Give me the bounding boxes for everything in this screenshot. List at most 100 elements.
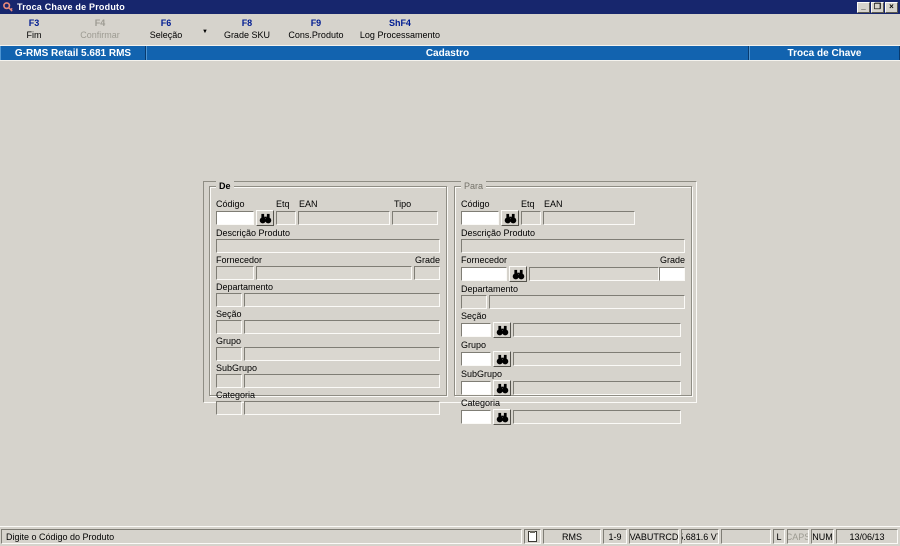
status-caps: CAPS [787, 529, 809, 544]
status-flag-l: L [773, 529, 785, 544]
para-etq-label: Etq [521, 199, 535, 209]
binoculars-icon [496, 325, 508, 335]
de-codigo-input[interactable] [216, 211, 254, 225]
toolbar-button-selecao[interactable]: F6 Seleção [136, 17, 196, 42]
de-grupo-label: Grupo [216, 336, 242, 346]
groupbox-de-title: De [216, 181, 234, 191]
de-descricao-field [216, 239, 440, 253]
para-grade-input[interactable] [659, 267, 685, 281]
binoculars-icon [259, 213, 271, 223]
client-area: De Código Etq EAN Tipo Descrição Pr [0, 60, 900, 526]
para-grupo-search-button[interactable] [493, 351, 511, 367]
de-codigo-label: Código [216, 199, 245, 209]
de-ean-field [298, 211, 390, 225]
para-departamento-name-field [489, 295, 685, 309]
status-bar: Digite o Código do Produto RMS 1-9 VABUT… [0, 526, 900, 546]
para-departamento-code-field [461, 295, 487, 309]
para-categoria-label: Categoria [461, 398, 501, 408]
status-system: RMS [543, 529, 601, 544]
de-fornecedor-label: Fornecedor [216, 255, 263, 265]
minimize-button[interactable]: _ [857, 1, 870, 13]
para-grupo-name-field [513, 352, 681, 366]
para-codigo-search-button[interactable] [501, 210, 519, 226]
de-grade-field [414, 266, 440, 280]
para-grade-label: Grade [659, 255, 685, 265]
binoculars-icon [496, 412, 508, 422]
toolbar-button-grade-sku[interactable]: F8 Grade SKU [214, 17, 280, 42]
de-secao-code-field [216, 320, 242, 334]
status-range: 1-9 [603, 529, 627, 544]
de-fornecedor-name-field [256, 266, 412, 280]
para-fornecedor-label: Fornecedor [461, 255, 508, 265]
de-subgrupo-code-field [216, 374, 242, 388]
status-program: VABUTRCD [629, 529, 679, 544]
close-button[interactable]: × [885, 1, 898, 13]
restore-button[interactable]: ❐ [871, 1, 884, 13]
para-subgrupo-name-field [513, 381, 681, 395]
toolbar-button-log-processamento[interactable]: ShF4 Log Processamento [352, 17, 448, 42]
toolbar-button-fim[interactable]: F3 Fim [4, 17, 64, 42]
de-subgrupo-label: SubGrupo [216, 363, 258, 373]
groupbox-para-title: Para [461, 181, 487, 191]
para-subgrupo-search-button[interactable] [493, 380, 511, 396]
status-date: 13/06/13 [836, 529, 898, 544]
app-key-icon [3, 1, 13, 12]
para-departamento-label: Departamento [461, 284, 519, 294]
title-bar: Troca Chave de Produto _ ❐ × [0, 0, 900, 14]
binoculars-icon [496, 383, 508, 393]
para-categoria-search-button[interactable] [493, 409, 511, 425]
para-subgrupo-input[interactable] [461, 381, 491, 395]
status-version: 5.681.6 V7 [681, 529, 719, 544]
de-departamento-name-field [244, 293, 440, 307]
para-fornecedor-search-button[interactable] [509, 266, 527, 282]
window-title: Troca Chave de Produto [17, 2, 125, 12]
de-codigo-search-button[interactable] [256, 210, 274, 226]
fkey-label: F6 [160, 18, 172, 28]
clipboard-icon [528, 531, 537, 542]
para-ean-field [543, 211, 635, 225]
status-spare [721, 529, 771, 544]
de-ean-label: EAN [299, 199, 318, 209]
de-departamento-label: Departamento [216, 282, 274, 292]
para-fornecedor-input[interactable] [461, 267, 507, 281]
de-categoria-code-field [216, 401, 242, 415]
para-categoria-input[interactable] [461, 410, 491, 424]
para-grupo-input[interactable] [461, 352, 491, 366]
function-toolbar: F3 Fim F4 Confirmar F6 Seleção ▼ F8 Grad… [0, 14, 900, 45]
de-descricao-label: Descrição Produto [216, 228, 291, 238]
de-secao-name-field [244, 320, 440, 334]
toolbar-button-cons-produto[interactable]: F9 Cons.Produto [280, 17, 352, 42]
troca-chave-form-panel: De Código Etq EAN Tipo Descrição Pr [203, 181, 697, 425]
para-codigo-input[interactable] [461, 211, 499, 225]
de-secao-label: Seção [216, 309, 242, 319]
para-secao-input[interactable] [461, 323, 491, 337]
para-secao-name-field [513, 323, 681, 337]
de-fornecedor-code-field [216, 266, 254, 280]
de-departamento-code-field [216, 293, 242, 307]
status-clipboard-cell [524, 529, 541, 544]
para-codigo-label: Código [461, 199, 490, 209]
para-etq-field [521, 211, 541, 225]
status-message: Digite o Código do Produto [1, 529, 522, 544]
fkey-label: F4 [94, 18, 106, 28]
para-fornecedor-name-field [529, 267, 659, 281]
de-etq-label: Etq [276, 199, 290, 209]
fkey-label: F3 [28, 18, 40, 28]
de-categoria-label: Categoria [216, 390, 256, 400]
para-categoria-name-field [513, 410, 681, 424]
header-bar: G-RMS Retail 5.681 RMS Cadastro Troca de… [0, 45, 900, 60]
binoculars-icon [512, 269, 524, 279]
header-app-name: G-RMS Retail 5.681 RMS [0, 46, 146, 60]
para-grupo-label: Grupo [461, 340, 487, 350]
selecao-dropdown-arrow-icon[interactable]: ▼ [202, 28, 208, 35]
para-secao-search-button[interactable] [493, 322, 511, 338]
para-ean-label: EAN [544, 199, 563, 209]
binoculars-icon [496, 354, 508, 364]
de-grade-label: Grade [414, 255, 440, 265]
binoculars-icon [504, 213, 516, 223]
groupbox-para: Para Código Etq EAN Descrição Produto [454, 181, 692, 425]
de-etq-field [276, 211, 296, 225]
para-secao-label: Seção [461, 311, 487, 321]
de-tipo-field [392, 211, 438, 225]
fkey-label: F9 [310, 18, 322, 28]
